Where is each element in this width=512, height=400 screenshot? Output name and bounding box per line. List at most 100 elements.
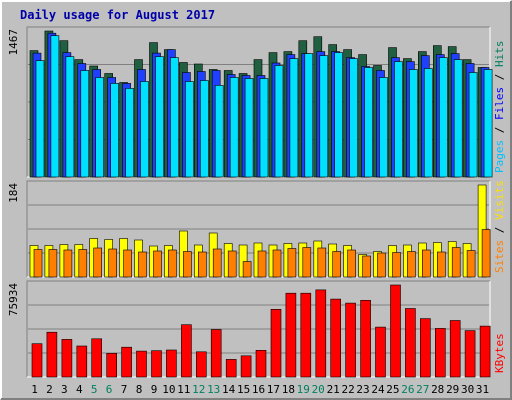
x-tick-label: 7 [121, 383, 128, 396]
x-tick-label: 30 [461, 383, 474, 396]
x-tick-label: 14 [222, 383, 236, 396]
bar-sites [153, 250, 162, 278]
bar-kbytes [390, 284, 401, 378]
bar-pages [110, 83, 119, 178]
bar-sites [377, 252, 386, 278]
bar-kbytes [121, 346, 132, 378]
legend-part: / [493, 220, 506, 240]
series-legend-label: Pages / Files / Hits [493, 41, 506, 174]
bar-sites [436, 251, 446, 278]
bar-kbytes [449, 320, 461, 378]
bar-pages [289, 58, 299, 178]
bar-pages [319, 55, 329, 178]
bar-sites [317, 247, 327, 278]
bar-kbytes [270, 308, 282, 378]
bar-kbytes [46, 331, 58, 378]
panel-pages-files-hits: 1467 Pages / Files / Hits [7, 26, 506, 178]
bar-pages [364, 67, 373, 178]
bar-sites [362, 255, 371, 278]
bar-sites [407, 251, 416, 278]
bar-kbytes [196, 351, 207, 378]
panel-border-shadow [26, 26, 490, 177]
x-tick-label: 12 [192, 383, 205, 396]
y-max-label: 75934 [7, 283, 20, 316]
bar-sites [48, 249, 58, 278]
bar-sites [302, 247, 312, 278]
x-tick-label: 13 [207, 383, 220, 396]
bar-pages [35, 60, 45, 178]
bar-pages [170, 57, 179, 178]
bar-pages [95, 77, 104, 178]
legend-part: / [493, 67, 506, 87]
chart-title: Daily usage for August 2017 [20, 8, 215, 22]
bar-kbytes [315, 289, 327, 378]
x-tick-label: 2 [46, 383, 53, 396]
bar-pages [409, 69, 418, 178]
bar-sites [421, 249, 431, 278]
bar-kbytes [106, 352, 117, 378]
bar-sites [108, 248, 117, 278]
legend-part: KBytes [493, 333, 506, 373]
bar-kbytes [61, 339, 73, 378]
bar-sites [257, 250, 267, 278]
bar-pages [185, 81, 194, 178]
panel-sites-visits: 184 Sites / Visits [7, 180, 506, 278]
bar-sites [347, 249, 356, 278]
bar-sites [78, 249, 88, 278]
bar-sites [33, 249, 43, 278]
bar-pages [155, 56, 164, 178]
series-sites [33, 229, 491, 278]
bar-pages [438, 57, 448, 178]
bar-pages [349, 58, 358, 178]
bar-kbytes [136, 350, 147, 378]
x-tick-label: 29 [446, 383, 459, 396]
bar-pages [244, 78, 254, 178]
x-tick-label: 17 [267, 383, 280, 396]
bar-sites [227, 250, 237, 278]
panel-border-shadow [26, 280, 490, 377]
bar-pages [334, 52, 344, 178]
bar-kbytes [285, 292, 297, 378]
bar-pages [229, 77, 239, 178]
bar-sites [451, 247, 461, 278]
legend-part: Files [493, 87, 506, 120]
bar-kbytes [375, 326, 386, 378]
bar-kbytes [240, 355, 252, 378]
x-tick-label: 24 [371, 383, 385, 396]
bar-sites [168, 249, 177, 278]
x-tick-label: 18 [282, 383, 295, 396]
x-tick-label: 10 [162, 383, 175, 396]
bar-pages [214, 85, 224, 178]
x-tick-label: 9 [151, 383, 158, 396]
x-tick-label: 28 [431, 383, 444, 396]
bar-sites [287, 248, 297, 278]
x-tick-label: 22 [341, 383, 354, 396]
x-tick-label: 25 [386, 383, 399, 396]
bar-kbytes [255, 349, 267, 378]
panel-border-shadow [26, 180, 490, 277]
bar-kbytes [479, 325, 491, 378]
bar-sites [466, 250, 476, 278]
bar-sites [183, 251, 192, 278]
series-legend-label: Sites / Visits [493, 180, 506, 273]
bar-sites [332, 251, 342, 278]
bar-sites [481, 229, 491, 278]
x-tick-label: 31 [476, 383, 489, 396]
bar-sites [93, 247, 102, 278]
bar-pages [125, 88, 134, 178]
bar-kbytes [360, 299, 371, 378]
bar-pages [200, 80, 209, 178]
legend-part: Pages [493, 140, 506, 173]
bar-sites [123, 249, 132, 278]
bar-kbytes [405, 308, 416, 378]
bar-kbytes [330, 298, 342, 378]
bar-kbytes [91, 338, 102, 378]
series-pages [35, 35, 493, 178]
bar-kbytes [345, 302, 356, 378]
bar-pages [140, 81, 149, 178]
x-tick-label: 1 [31, 383, 38, 396]
bar-pages [468, 72, 478, 178]
legend-part: / [493, 120, 506, 140]
y-max-label: 184 [7, 183, 20, 203]
bar-pages [483, 69, 493, 178]
